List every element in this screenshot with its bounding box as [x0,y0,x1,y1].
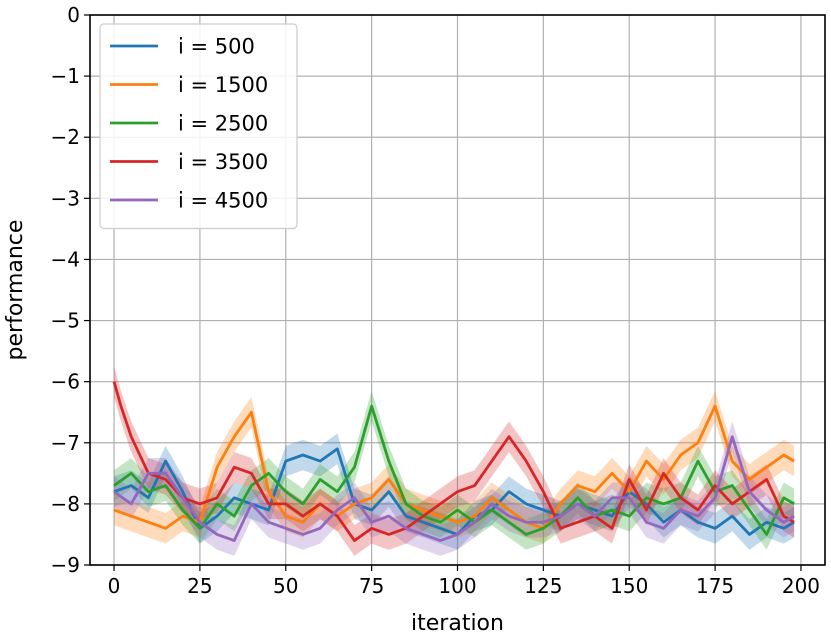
y-tick-label: −5 [51,309,80,333]
legend: i = 500 i = 1500 i = 2500 i = 3500 i = 4500 [99,23,298,230]
band-i-3500 [114,366,795,556]
x-tick-label: 200 [782,574,820,598]
band-i-4500 [114,421,795,556]
y-tick-label: −4 [51,247,80,271]
y-axis-label: performance [3,220,28,361]
axis-ticks: 0 25 50 75 100 125 150 175 200 0 −1 −2 −3 −4 −5 −6 −7 −8 −… [51,3,821,598]
legend-entry-label: i = 1500 [178,73,268,97]
band-i-1500 [114,390,795,544]
x-tick-label: 75 [359,574,384,598]
confidence-bands [114,366,795,556]
y-tick-label: −6 [51,370,80,394]
band-i-2500 [114,390,795,550]
x-tick-label: 100 [438,574,476,598]
y-tick-label: −1 [51,64,80,88]
legend-entry-label: i = 500 [178,35,255,59]
series-line-i-4500 [113,435,795,542]
series-line-i-1500 [113,404,795,530]
series-line-i-3500 [112,381,795,542]
x-tick-label: 150 [610,574,648,598]
y-tick-label: −3 [51,186,80,210]
series-line-i-2500 [113,404,795,536]
series-lines [112,381,795,542]
x-tick-label: 25 [187,574,212,598]
x-tick-label: 125 [524,574,562,598]
x-axis-label: iteration [411,611,504,636]
y-tick-label: −2 [51,125,80,149]
x-tick-label: 50 [273,574,298,598]
y-tick-label: −7 [51,431,80,455]
x-tick-label: 175 [696,574,734,598]
y-tick-label: −9 [51,553,80,577]
legend-entry-label: i = 2500 [178,112,268,136]
legend-entry-label: i = 4500 [178,189,268,213]
legend-entry-label: i = 3500 [178,150,268,174]
legend-box [99,23,298,230]
y-tick-label: −8 [51,492,80,516]
x-tick-label: 0 [108,574,121,598]
y-tick-label: 0 [67,3,80,27]
